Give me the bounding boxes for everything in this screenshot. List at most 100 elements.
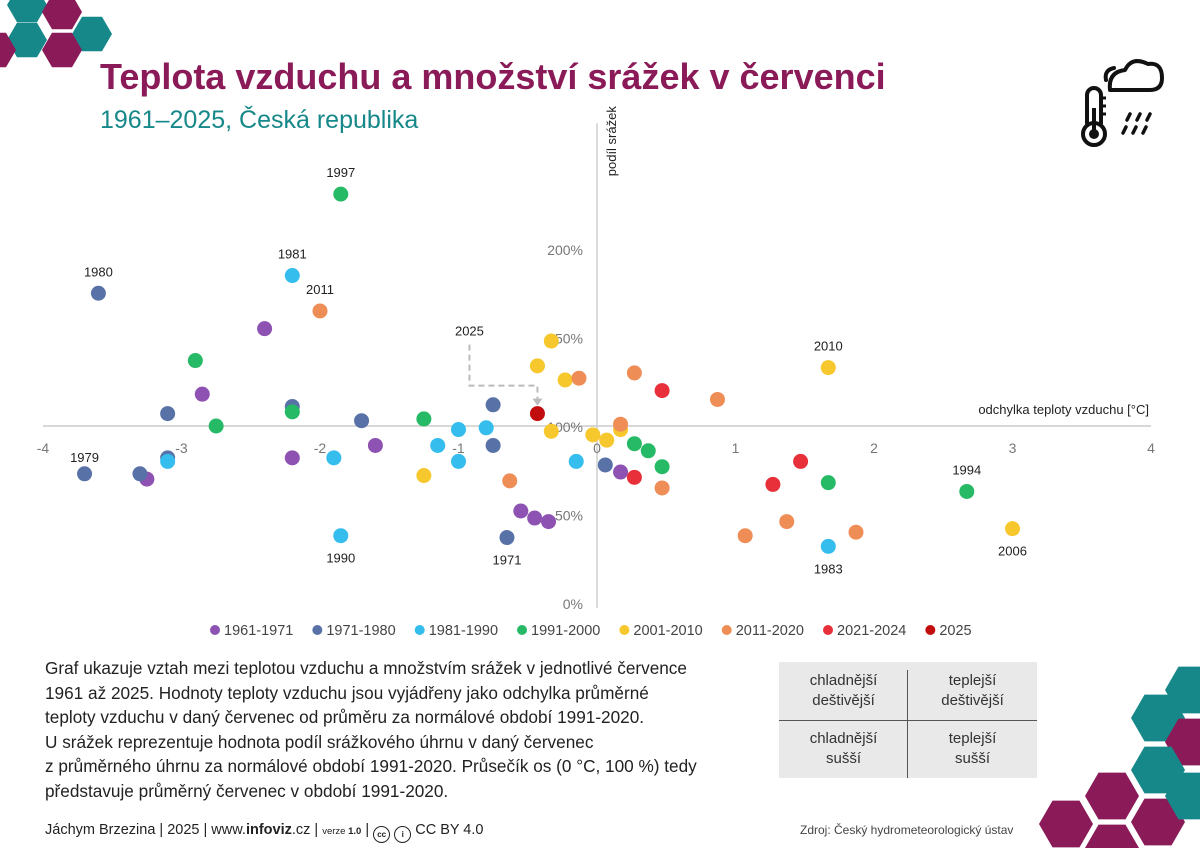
quadrant-bottom-right: teplejší sušší	[948, 730, 997, 767]
data-point	[737, 528, 753, 544]
data-point	[541, 514, 557, 530]
site-link[interactable]: infoviz	[245, 822, 292, 838]
point-label: 1997	[326, 165, 355, 180]
point-label: 1983	[814, 561, 843, 576]
data-point	[654, 480, 670, 496]
data-point	[451, 422, 466, 438]
point-label: 1990	[326, 551, 355, 566]
x-tick-label: 4	[1147, 440, 1155, 456]
data-point	[640, 443, 656, 459]
axes: -4 -3 -2 -1 0 1 2 3 40%50%100%150%200%odchylka t…	[37, 106, 1155, 612]
x-axis-title: odchylka teploty vzduchu [°C]	[978, 402, 1149, 417]
x-tick-label: 0	[593, 440, 601, 456]
point-labels: 1980 1979 1971 1981 1990 1983 1997 1994 2010 2006…	[70, 165, 1027, 576]
data-point	[284, 404, 300, 420]
y-tick-label: 0%	[563, 596, 583, 612]
license-text: CC BY 4.0	[415, 822, 484, 838]
data-point	[485, 437, 501, 453]
data-point	[626, 436, 642, 452]
description-line: představuje průměrný červenec v období 1…	[45, 780, 449, 801]
data-point	[959, 483, 975, 499]
point-label: 2006	[998, 544, 1027, 559]
data-point	[499, 530, 515, 546]
point-label: 1971	[493, 553, 522, 568]
point-label: 1979	[70, 450, 99, 465]
data-point	[793, 453, 809, 469]
legend-label: 2021-2024	[837, 623, 906, 639]
description-line: teploty vzduchu v daný červenec od průmě…	[45, 707, 645, 728]
point-label: 2011	[306, 282, 334, 297]
data-point	[257, 321, 273, 337]
description-line: z průměrného úhrnu za normálové období 1…	[45, 756, 697, 777]
x-tick-label: 3	[1009, 440, 1017, 456]
data-point	[90, 285, 106, 301]
legend-label: 1971-1980	[326, 623, 395, 639]
x-tick-label: -4	[37, 440, 50, 456]
data-point	[333, 528, 349, 544]
data-point	[848, 524, 864, 540]
description-line: Graf ukazuje vztah mezi teplotou vzduchu…	[45, 658, 687, 678]
point-label: 1981	[278, 247, 307, 262]
data-point	[613, 416, 629, 432]
data-point	[1005, 521, 1020, 537]
data-point	[367, 437, 383, 453]
legend-marker	[619, 625, 630, 635]
legend-label: 1991-2000	[531, 623, 600, 639]
description-line: U srážek reprezentuje hodnota podíl sráž…	[45, 731, 594, 752]
y-tick-label: 50%	[555, 508, 583, 524]
footer-credits: Jáchym Brzezina | 2025 | www.infoviz.cz …	[45, 822, 483, 843]
data-point	[597, 457, 613, 473]
data-point	[626, 365, 642, 381]
data-point	[284, 268, 300, 284]
data-point	[502, 473, 518, 489]
legend-label: 1981-1990	[429, 623, 498, 639]
point-label: 1994	[952, 462, 981, 477]
data-point	[765, 476, 781, 492]
hexagon	[42, 32, 82, 68]
quadrant-bottom-left: chladnější sušší	[809, 730, 878, 767]
data-points	[77, 186, 1020, 554]
point-label: 2010	[814, 339, 843, 354]
legend-marker	[414, 625, 425, 635]
x-tick-label: 2	[870, 440, 878, 456]
data-point	[478, 420, 494, 436]
data-point	[77, 466, 93, 482]
quadrant-top-left: chladnější deštivější	[809, 672, 878, 709]
hexagon	[7, 22, 47, 58]
data-point	[187, 353, 203, 369]
annotation-arrow-head	[532, 398, 543, 406]
data-point	[333, 186, 349, 202]
data-point	[585, 427, 601, 443]
legend-label: 2001-2010	[633, 623, 702, 639]
data-point	[430, 437, 446, 453]
quadrant-divider-vertical	[907, 670, 908, 778]
data-point	[527, 510, 543, 526]
page-subtitle: 1961–2025, Česká republika	[100, 106, 419, 134]
attribution-icon: i	[394, 826, 412, 843]
data-point	[326, 450, 342, 466]
hexagon	[7, 0, 47, 23]
hexagon-decoration-top-left	[0, 0, 112, 68]
data-point	[613, 464, 629, 480]
data-point	[194, 386, 210, 402]
y-axis-title: podíl srážek	[604, 106, 619, 177]
legend-label: 1961-1971	[224, 623, 293, 639]
x-tick-label: -1	[452, 440, 465, 456]
x-tick-label: 1	[732, 440, 740, 456]
x-tick-label: -3	[175, 440, 188, 456]
hexagon	[0, 32, 16, 68]
annotations: 2025	[455, 324, 543, 406]
data-point	[416, 411, 432, 427]
data-point	[626, 469, 642, 485]
data-point	[654, 383, 670, 399]
legend-marker	[210, 625, 220, 635]
data-point	[132, 466, 148, 482]
annotation-label: 2025	[455, 324, 484, 339]
data-point	[568, 453, 584, 469]
data-point	[354, 413, 370, 429]
legend-marker	[721, 625, 732, 635]
data-point	[451, 453, 466, 469]
data-point	[557, 372, 573, 388]
chart-description: Graf ukazuje vztah mezi teplotou vzduchu…	[45, 656, 765, 804]
